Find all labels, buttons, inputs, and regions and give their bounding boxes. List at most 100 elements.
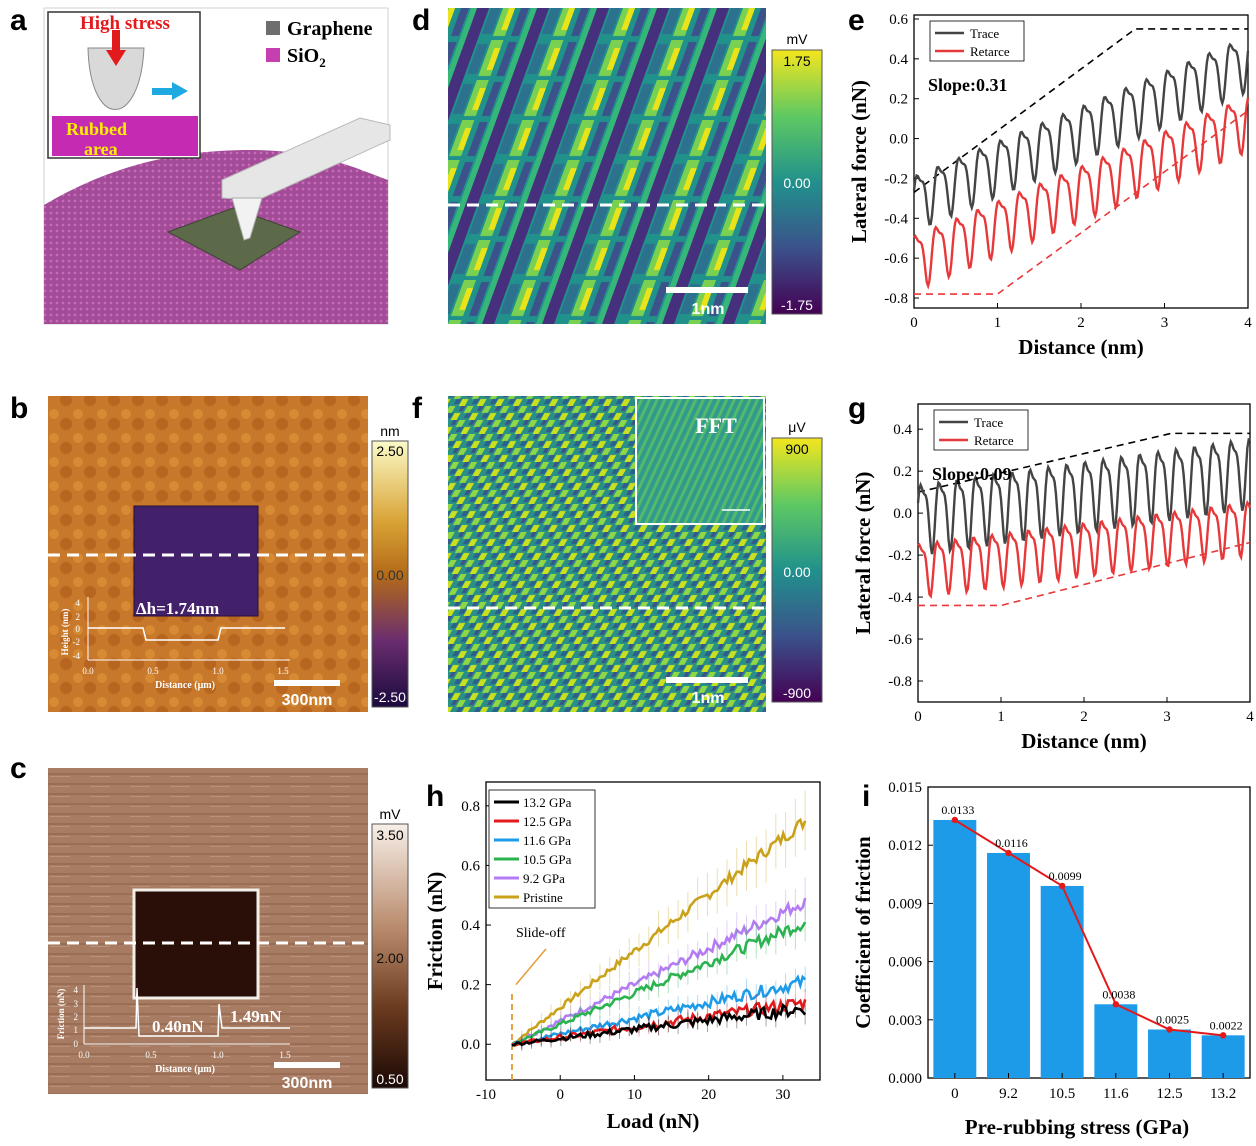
trend-point xyxy=(1166,1026,1173,1033)
inset-ylabel: Height (nm) xyxy=(60,609,70,656)
x-tick-label: 0 xyxy=(556,1087,564,1103)
legend-label: Trace xyxy=(974,415,1003,430)
friction-annotation-left: 0.40nN xyxy=(152,1017,204,1036)
height-annotation: Δh=1.74nm xyxy=(136,599,219,618)
panel-label-i: i xyxy=(862,780,870,813)
x-tick-label: 0 xyxy=(951,1086,959,1102)
chart-e: 0 1 2 3 4 0.6 0.4 0.2 0.0 -0.2 -0.4 -0.6 -0.8 Distanc… xyxy=(847,12,1252,359)
y-tick-label: 0.0 xyxy=(461,1037,480,1053)
scale-bar-label: 1nm xyxy=(692,301,725,318)
inset-tip xyxy=(87,47,145,110)
colorbar-tick: 2.00 xyxy=(376,950,403,966)
friction-profile-inset: 4 3 2 1 0 0.0 0.5 1.0 1.5 Distance (μm) … xyxy=(56,985,291,1075)
colorbar-tick: -900 xyxy=(783,685,811,701)
slope-annotation: Slope:0.09 xyxy=(932,464,1012,484)
bar-12.5 xyxy=(1148,1029,1191,1078)
legend-box xyxy=(933,409,1029,451)
inset-xtick: 1.5 xyxy=(279,1050,291,1060)
y-tick-label: 0.2 xyxy=(461,978,480,994)
panel-label-f: f xyxy=(412,392,423,425)
value-label: 0.0022 xyxy=(1210,1018,1243,1032)
value-label: 0.0038 xyxy=(1102,987,1135,1001)
inset-xlabel: Distance (μm) xyxy=(155,1064,215,1075)
trend-point xyxy=(1058,882,1066,890)
colorbar-tick: -1.75 xyxy=(781,297,813,313)
x-axis-label: Load (nN) xyxy=(607,1109,700,1133)
series-line-trace xyxy=(912,42,1250,226)
x-tick-label: 1 xyxy=(994,315,1002,331)
series-line xyxy=(511,1003,807,1047)
x-axis-label: Distance (nm) xyxy=(1018,335,1143,359)
fft-inset xyxy=(635,397,765,525)
inset-title: High stress xyxy=(80,13,170,34)
legend-label: Pristine xyxy=(523,890,563,905)
legend-label: 13.2 GPa xyxy=(523,795,572,810)
value-label: 0.0025 xyxy=(1156,1013,1189,1027)
legend-label: 9.2 GPa xyxy=(523,871,565,886)
scale-bar xyxy=(274,680,340,686)
inset-label-area: area xyxy=(84,139,118,159)
lateral-force-map xyxy=(448,8,766,324)
y-tick-label: 0.003 xyxy=(888,1013,922,1029)
chart-g: 0 1 2 3 4 0.4 0.2 0.0 -0.2 -0.4 -0.6 -0.8 Distance (… xyxy=(851,403,1254,753)
envelope-line xyxy=(917,432,1250,493)
inset-ytick: 0 xyxy=(76,624,81,634)
legend-label: 10.5 GPa xyxy=(523,852,572,867)
envelope-line xyxy=(914,110,1249,295)
series-line xyxy=(511,897,807,1047)
y-tick-label: -0.6 xyxy=(884,251,908,267)
colorbar xyxy=(771,49,823,315)
slide-off-arrow xyxy=(515,948,547,986)
x-tick-label: 10.5 xyxy=(1049,1086,1075,1102)
scale-bar xyxy=(274,1062,340,1068)
slide-off-label: Slide-off xyxy=(516,926,566,941)
inset-ytick: 1 xyxy=(74,1025,79,1035)
value-label: 0.0116 xyxy=(995,836,1028,850)
slope-annotation: Slope:0.31 xyxy=(928,75,1008,95)
colorbar-unit: μV xyxy=(788,419,806,435)
colorbar-unit: mV xyxy=(787,31,809,47)
envelope-line xyxy=(918,541,1251,607)
friction-annotation-right: 1.49nN xyxy=(230,1007,282,1026)
bar-10.5 xyxy=(1040,885,1084,1078)
inset-ytick: 4 xyxy=(76,598,81,608)
x-tick-label: 2 xyxy=(1080,709,1088,725)
x-tick-label: 2 xyxy=(1077,315,1085,331)
colorbar xyxy=(771,437,823,703)
bar-13.2 xyxy=(1201,1035,1245,1078)
inset-ytick: 4 xyxy=(74,985,79,995)
legend-swatch-sio2 xyxy=(266,48,280,62)
series-line-retarce xyxy=(917,499,1252,600)
y-tick-label: 0.015 xyxy=(888,780,922,796)
series-line-retarce xyxy=(913,97,1250,290)
motion-arrow-icon xyxy=(172,82,188,100)
x-tick-label: 4 xyxy=(1244,315,1252,331)
afm-tip xyxy=(231,197,263,241)
series-line xyxy=(511,817,807,1046)
panel-label-b: b xyxy=(10,392,28,425)
motion-arrow-shaft xyxy=(152,88,174,95)
x-axis-label: Distance (nm) xyxy=(1021,729,1146,753)
legend-box xyxy=(929,20,1025,62)
panel-label-e: e xyxy=(848,4,865,37)
inset-ytick: 0 xyxy=(74,1039,79,1049)
stress-arrow-head xyxy=(106,50,126,66)
inset-xtick: 0.0 xyxy=(78,1050,90,1060)
plot-frame xyxy=(485,781,821,1081)
height-profile-line xyxy=(88,627,285,641)
plot-frame xyxy=(927,786,1251,1079)
y-tick-label: 0.6 xyxy=(461,858,480,874)
height-profile-inset: 4 2 0 -2 -4 0.0 0.5 1.0 1.5 Distance (μm… xyxy=(60,597,290,691)
bar-11.6 xyxy=(1094,1004,1138,1078)
x-tick-label: 4 xyxy=(1246,709,1254,725)
inset-xtick: 0.5 xyxy=(147,666,159,676)
x-tick-label: 3 xyxy=(1161,315,1169,331)
colorbar-tick: 0.00 xyxy=(783,175,810,191)
colorbar-tick: 1.75 xyxy=(783,53,810,69)
legend-label: Retarce xyxy=(970,44,1010,59)
chart-h: -10 0 10 20 30 0.8 0.6 0.4 0.2 0.0 Load (nN) Fricti… xyxy=(423,781,821,1133)
colorbar-tick: 900 xyxy=(785,441,809,457)
panel-f: f FFT 1nm μV 900 0.00 -900 xyxy=(412,392,823,712)
panel-label-a: a xyxy=(10,4,27,37)
x-tick-label: 13.2 xyxy=(1210,1086,1236,1102)
